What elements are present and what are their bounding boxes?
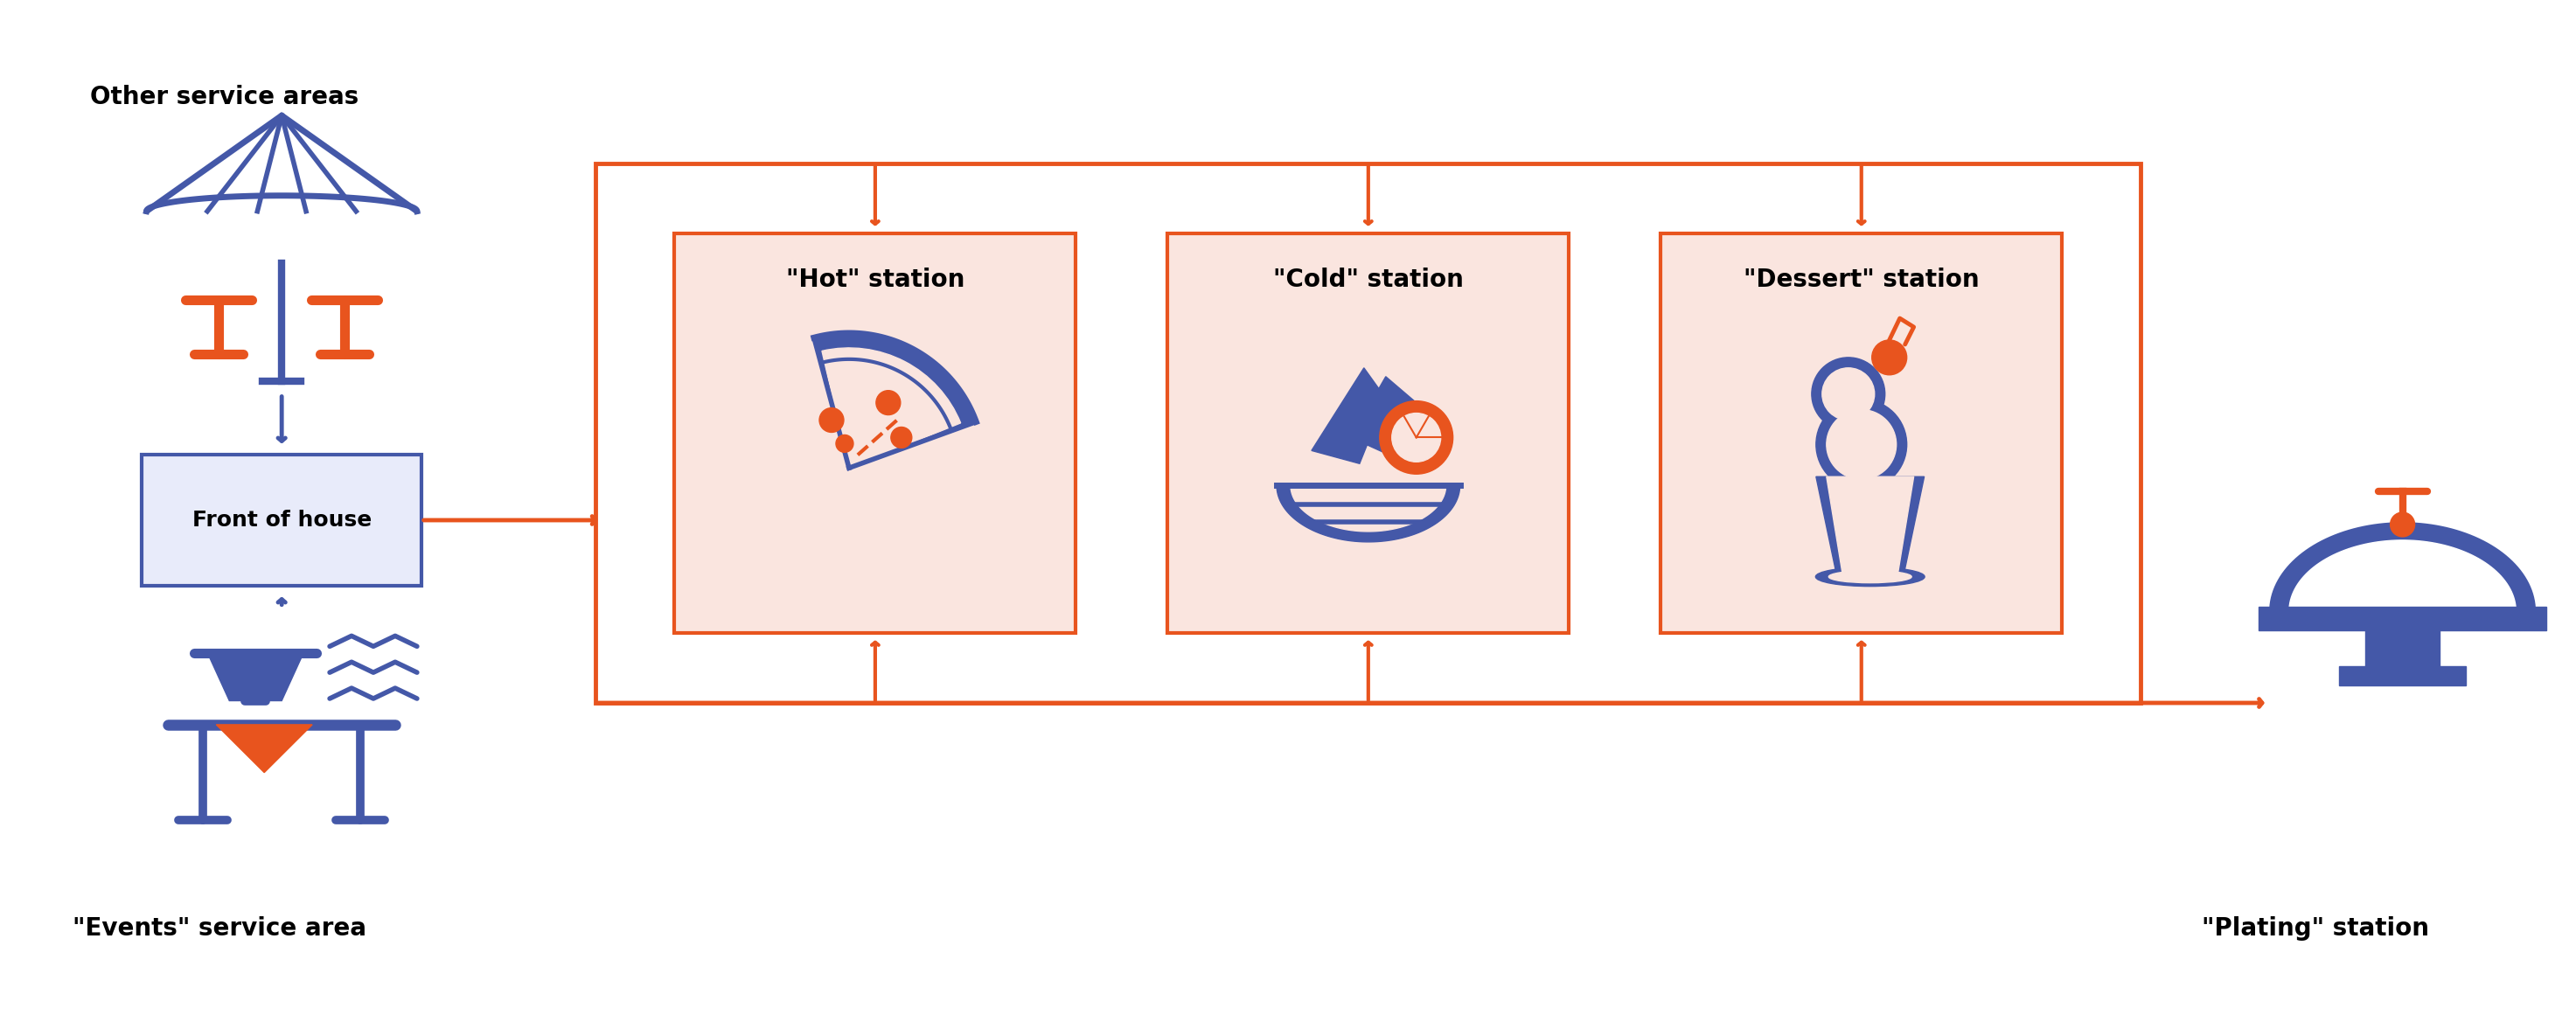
Circle shape xyxy=(1811,357,1886,431)
Bar xyxy=(142,455,422,585)
Circle shape xyxy=(1873,340,1906,375)
Circle shape xyxy=(819,408,845,432)
Text: Front of house: Front of house xyxy=(193,510,371,530)
Text: Other service areas: Other service areas xyxy=(90,85,358,110)
Bar xyxy=(2339,666,2465,686)
Text: "Events" service area: "Events" service area xyxy=(72,916,366,941)
Circle shape xyxy=(1381,401,1453,474)
Wedge shape xyxy=(822,348,961,468)
Bar xyxy=(2259,606,2548,631)
Text: "Dessert" station: "Dessert" station xyxy=(1744,268,1978,292)
Ellipse shape xyxy=(1816,567,1924,586)
Polygon shape xyxy=(1826,477,1914,572)
Polygon shape xyxy=(216,724,312,773)
Bar xyxy=(2365,631,2439,670)
Circle shape xyxy=(876,391,902,414)
Polygon shape xyxy=(1816,477,1924,577)
Circle shape xyxy=(1391,413,1440,462)
Bar xyxy=(1167,233,1569,633)
Circle shape xyxy=(1821,368,1875,421)
Wedge shape xyxy=(814,334,976,468)
Polygon shape xyxy=(1311,368,1386,464)
Text: "Cold" station: "Cold" station xyxy=(1273,268,1463,292)
Text: "Hot" station: "Hot" station xyxy=(786,268,963,292)
Text: "Plating" station: "Plating" station xyxy=(2202,916,2429,941)
Polygon shape xyxy=(209,653,304,700)
Bar xyxy=(595,164,2141,702)
Circle shape xyxy=(1826,409,1896,480)
Polygon shape xyxy=(1278,486,1461,542)
Circle shape xyxy=(835,435,853,453)
Circle shape xyxy=(2391,513,2414,537)
Polygon shape xyxy=(1291,486,1445,531)
Polygon shape xyxy=(2290,540,2517,611)
Ellipse shape xyxy=(1829,571,1911,583)
Circle shape xyxy=(1816,399,1906,490)
Polygon shape xyxy=(2272,524,2532,611)
Polygon shape xyxy=(1350,377,1417,459)
Circle shape xyxy=(891,427,912,448)
Bar xyxy=(1662,233,2063,633)
Bar xyxy=(675,233,1077,633)
